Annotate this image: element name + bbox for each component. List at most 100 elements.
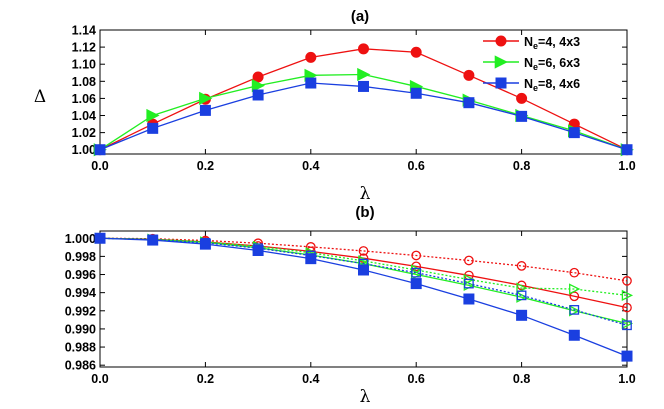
data-point (410, 278, 422, 290)
panel-a-ylabel: Δ (34, 87, 46, 107)
series-line (99, 82, 628, 151)
data-point (410, 87, 422, 99)
panel-a-xtick-label: 1.0 (618, 159, 635, 173)
panel-a-ytick-label: 1.10 (72, 58, 96, 72)
data-point (463, 293, 475, 305)
series-line (99, 237, 628, 326)
data-point (621, 350, 633, 362)
panel-b-ytick-label: 0.990 (65, 322, 96, 336)
data-point (621, 289, 634, 302)
legend-label: Ne=6, 6x3 (524, 56, 580, 72)
data-point (621, 144, 633, 156)
data-point (463, 69, 475, 81)
data-point (358, 43, 369, 55)
panel-b-series-3 (94, 232, 634, 330)
data-point (305, 51, 317, 63)
legend-label: Ne=4, 4x3 (524, 35, 580, 51)
data-point (516, 261, 527, 271)
panel-a-ytick-label: 1.08 (72, 75, 96, 89)
panel-b-ytick-label: 0.992 (65, 304, 96, 318)
panel-a-xtick-label: 0.2 (197, 159, 214, 173)
data-point (358, 264, 369, 276)
data-point (568, 329, 580, 341)
data-point (251, 78, 266, 93)
data-point (252, 71, 264, 83)
data-point (622, 320, 632, 331)
data-point (252, 89, 264, 101)
data-point (305, 77, 317, 89)
series-line (99, 237, 628, 357)
data-point (463, 97, 475, 109)
legend-marker (495, 35, 507, 47)
data-point (568, 127, 580, 139)
panel-b-axes: 0.0 0.2 0.4 0.6 0.8 1.0 1.000 0.998 0.996 0.994 0.… (65, 231, 636, 386)
legend-item: Ne=8, 4x6 (483, 77, 580, 93)
data-point (622, 276, 632, 286)
data-point (569, 291, 580, 302)
data-point (199, 104, 211, 116)
panel-b-series-5 (94, 232, 633, 362)
data-point (464, 278, 474, 289)
data-point (358, 246, 369, 256)
panel-b-ytick-label: 0.996 (65, 268, 96, 282)
legend-item: Ne=4, 4x3 (483, 35, 580, 51)
panel-a-series-2 (94, 77, 633, 156)
panel-a-plot-frame (99, 29, 628, 155)
panel-b-ytick-label: 0.988 (65, 341, 96, 355)
legend-label: Ne=8, 4x6 (524, 77, 580, 93)
data-point (410, 46, 422, 58)
panel-b-xtick-label: 0.6 (408, 372, 425, 386)
data-point (569, 267, 580, 278)
legend-marker (495, 77, 507, 89)
panel-b-title: (b) (355, 204, 374, 221)
panel-b-ytick-label: 1.000 (65, 232, 96, 246)
data-point (305, 253, 317, 265)
panel-b-xtick-label: 0.0 (91, 372, 108, 386)
data-point (516, 309, 528, 321)
panel-a-title: (a) (351, 8, 369, 25)
panel-a-xtick-label: 0.6 (408, 159, 425, 173)
panel-b: (b) λ 0.0 0.2 0.4 0.6 0.8 1.01.0000.9980.9960… (65, 204, 636, 407)
data-point (252, 244, 264, 256)
panel-b-xlabel: λ (360, 387, 371, 407)
legend-marker (494, 55, 508, 69)
legend-item: Ne=6, 6x3 (483, 55, 580, 72)
data-point (357, 67, 371, 82)
panel-b-xtick-label: 0.4 (302, 372, 319, 386)
panel-b-xtick-label: 0.8 (513, 372, 530, 386)
data-point (411, 267, 422, 278)
data-point (199, 91, 213, 106)
data-point (199, 238, 211, 250)
panel-a-legend: Ne=4, 4x3 Ne=6, 6x3 Ne=8, 4x6 (483, 35, 580, 93)
data-point (464, 255, 474, 266)
data-point (569, 305, 580, 315)
data-point (358, 80, 369, 92)
panel-a-ytick-label: 1.02 (72, 126, 96, 140)
panel-b-series (94, 232, 634, 362)
data-point (516, 290, 527, 301)
panel-b-xtick-label: 1.0 (618, 372, 635, 386)
panel-a-xtick-label: 0.0 (91, 159, 108, 173)
panel-a-series (93, 43, 634, 157)
data-point (569, 283, 581, 295)
panel-b-plot-frame (99, 230, 628, 368)
series-line (99, 237, 628, 282)
data-point (411, 250, 422, 261)
data-point (94, 232, 106, 244)
series-line (99, 237, 628, 325)
panel-b-xtick-label: 0.2 (197, 372, 214, 386)
panel-b-series-4 (95, 233, 632, 331)
panel-a-ytick-label: 1.00 (72, 143, 96, 157)
data-point (516, 92, 528, 104)
data-point (516, 110, 528, 122)
panel-a-xlabel: λ (360, 184, 371, 204)
data-point (147, 122, 159, 134)
panel-b-ytick-label: 0.994 (65, 286, 96, 300)
panel-a-ytick-label: 1.06 (72, 92, 96, 106)
panel-b-ytick-label: 0.986 (65, 359, 96, 373)
data-point (516, 282, 528, 294)
panel-a-xtick-label: 0.4 (302, 159, 319, 173)
data-point (147, 234, 159, 246)
panel-a-ytick-label: 1.14 (72, 24, 96, 38)
